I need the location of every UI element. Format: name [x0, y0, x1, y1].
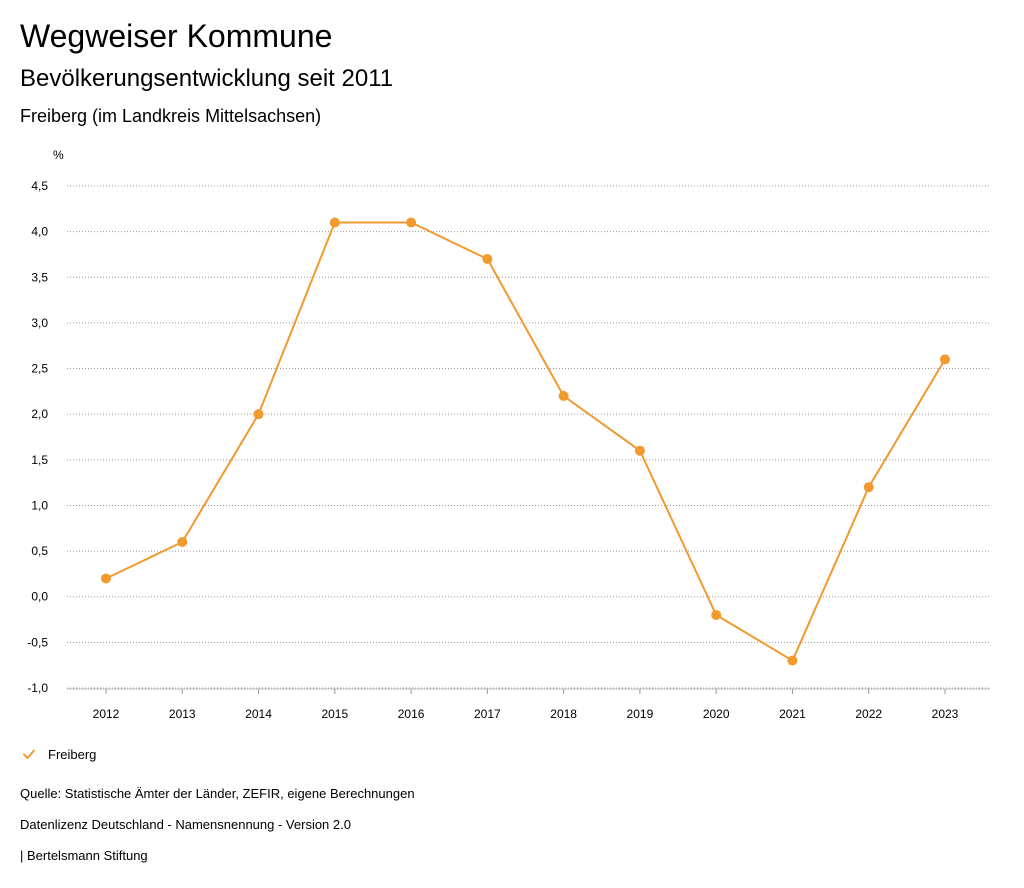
check-icon — [23, 749, 35, 759]
x-tick-label: 2014 — [245, 707, 272, 721]
page-title: Wegweiser Kommune — [20, 18, 333, 54]
y-axis-unit: % — [53, 148, 64, 162]
y-tick-label: 2,0 — [31, 407, 48, 421]
x-tick-label: 2023 — [932, 707, 959, 721]
data-point[interactable] — [329, 217, 340, 228]
axis-labels: % -1,0 -0,5 0,0 0,5 1,0 1,5 2,0 2,5 3,0 3,5 4,0 4,5… — [27, 148, 958, 721]
data-point[interactable] — [787, 655, 798, 666]
y-tick-label: 4,5 — [31, 179, 48, 193]
data-point[interactable] — [940, 354, 950, 365]
y-tick-label: 0,0 — [31, 590, 48, 604]
chart-subtitle: Bevölkerungsentwicklung seit 2011 — [20, 65, 394, 92]
y-tick-label: 0,5 — [31, 544, 48, 558]
y-tick-label: 1,0 — [31, 498, 48, 512]
y-tick-label: 3,5 — [31, 270, 48, 284]
data-point[interactable] — [253, 409, 264, 420]
y-tick-label: 4,0 — [31, 225, 48, 239]
data-point[interactable] — [863, 482, 874, 493]
series-line — [105, 221, 946, 662]
series-freiberg[interactable] — [101, 217, 950, 666]
data-point[interactable] — [177, 536, 188, 547]
data-point[interactable] — [101, 573, 111, 584]
x-tick-label: 2022 — [855, 707, 882, 721]
credit-note: | Bertelsmann Stiftung — [20, 848, 148, 863]
x-tick-label: 2021 — [779, 707, 806, 721]
x-tick-label: 2020 — [703, 707, 730, 721]
data-point[interactable] — [634, 445, 645, 456]
license-note: Datenlizenz Deutschland - Namensnennung … — [20, 817, 351, 832]
x-tick-label: 2013 — [169, 707, 196, 721]
x-tick-label: 2012 — [93, 707, 120, 721]
data-point[interactable] — [711, 609, 722, 620]
legend-label: Freiberg — [48, 746, 97, 762]
data-point[interactable] — [482, 254, 493, 265]
line-chart: % -1,0 -0,5 0,0 0,5 1,0 1,5 2,0 2,5 3,0 3,5 4,0 4,5… — [27, 148, 990, 721]
region-title: Freiberg (im Landkreis Mittelsachsen) — [20, 106, 322, 126]
x-tick-label: 2017 — [474, 707, 501, 721]
y-tick-label: -0,5 — [27, 635, 48, 649]
source-note: Quelle: Statistische Ämter der Länder, Z… — [20, 786, 415, 801]
data-point[interactable] — [406, 217, 417, 228]
grid-lines — [67, 185, 990, 694]
data-point[interactable] — [558, 390, 569, 401]
y-tick-label: 2,5 — [31, 362, 48, 376]
x-tick-label: 2016 — [398, 707, 425, 721]
y-tick-label: 1,5 — [31, 453, 48, 467]
y-tick-label: 3,0 — [31, 316, 48, 330]
legend-item-freiberg[interactable]: Freiberg — [22, 744, 96, 764]
y-tick-label: -1,0 — [27, 681, 48, 695]
x-tick-label: 2015 — [321, 707, 348, 721]
x-tick-label: 2019 — [627, 707, 654, 721]
x-tick-label: 2018 — [550, 707, 577, 721]
